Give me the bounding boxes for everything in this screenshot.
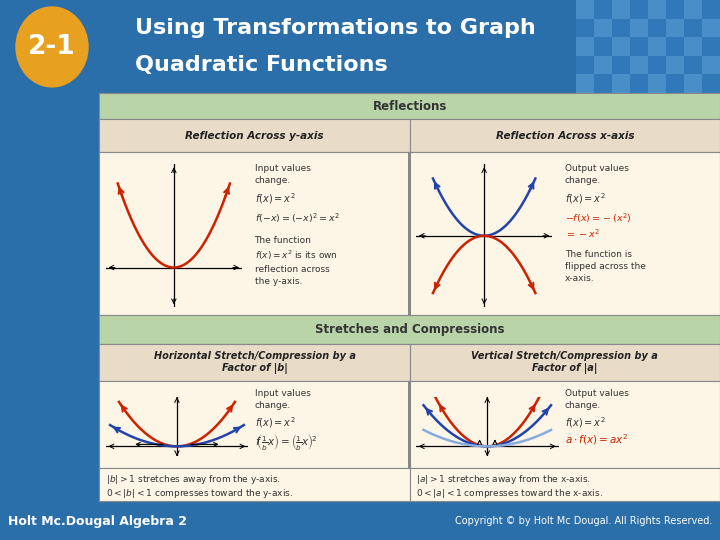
Bar: [702, 18, 720, 37]
Text: Holt Mc.Dougal Algebra 2: Holt Mc.Dougal Algebra 2: [8, 515, 187, 528]
Text: Using Transformations to Graph: Using Transformations to Graph: [135, 18, 536, 38]
Bar: [576, 0, 594, 18]
Bar: [630, 18, 648, 37]
Bar: [702, 0, 720, 18]
Text: $0 < |a| < 1$ compresses toward the x-axis.: $0 < |a| < 1$ compresses toward the x-ax…: [416, 487, 603, 500]
Text: $f\!\left(\frac{1}{b}x\right) = \left(\frac{1}{b}x\right)^{\!2}$: $f\!\left(\frac{1}{b}x\right) = \left(\f…: [255, 431, 317, 452]
Bar: [684, 0, 702, 18]
Bar: [666, 75, 684, 93]
Bar: [666, 0, 684, 18]
Text: Quadratic Functions: Quadratic Functions: [135, 55, 388, 75]
Bar: [648, 37, 666, 56]
Bar: [594, 75, 612, 93]
Text: $-f(x) = -(x^2)$: $-f(x) = -(x^2)$: [565, 211, 631, 225]
Text: $= -x^2$: $= -x^2$: [565, 227, 600, 240]
Bar: [576, 18, 594, 37]
Text: The function
$f(x) = x^2$ is its own
reflection across
the y-axis.: The function $f(x) = x^2$ is its own ref…: [255, 236, 338, 286]
Bar: [612, 56, 630, 75]
Bar: [99, 315, 720, 344]
Bar: [410, 344, 720, 381]
Bar: [408, 152, 411, 315]
Bar: [612, 0, 630, 18]
Bar: [99, 469, 410, 501]
Text: $0 < |b| < 1$ compresses toward the y-axis.: $0 < |b| < 1$ compresses toward the y-ax…: [106, 487, 292, 500]
Bar: [684, 18, 702, 37]
Text: $a \cdot f(x) = ax^2$: $a \cdot f(x) = ax^2$: [565, 431, 628, 447]
Text: Reflection Across x-axis: Reflection Across x-axis: [495, 131, 634, 141]
Bar: [408, 381, 411, 469]
Text: Input values
change.: Input values change.: [255, 389, 310, 410]
Bar: [702, 37, 720, 56]
Bar: [576, 56, 594, 75]
Bar: [99, 152, 410, 315]
Bar: [630, 0, 648, 18]
Ellipse shape: [16, 7, 88, 87]
Text: Reflection Across y-axis: Reflection Across y-axis: [185, 131, 324, 141]
Bar: [594, 56, 612, 75]
Bar: [410, 119, 720, 152]
Bar: [594, 0, 612, 18]
Text: $f(x) = x^2$: $f(x) = x^2$: [255, 191, 295, 206]
Bar: [99, 93, 720, 119]
Bar: [666, 18, 684, 37]
Bar: [630, 56, 648, 75]
Bar: [594, 37, 612, 56]
Text: Input values
change.: Input values change.: [255, 164, 310, 185]
Bar: [410, 469, 720, 501]
Bar: [684, 56, 702, 75]
Bar: [576, 37, 594, 56]
Bar: [99, 119, 410, 152]
Text: Reflections: Reflections: [372, 100, 447, 113]
Text: Horizontal Stretch/Compression by a
Factor of |b|: Horizontal Stretch/Compression by a Fact…: [153, 351, 356, 374]
Bar: [666, 56, 684, 75]
Text: 2-1: 2-1: [28, 34, 76, 60]
Text: Copyright © by Holt Mc Dougal. All Rights Reserved.: Copyright © by Holt Mc Dougal. All Right…: [454, 516, 712, 526]
Bar: [410, 152, 720, 315]
Bar: [99, 344, 410, 381]
Text: $f(x) = x^2$: $f(x) = x^2$: [565, 191, 606, 206]
Bar: [630, 75, 648, 93]
Bar: [612, 75, 630, 93]
Bar: [666, 37, 684, 56]
Bar: [648, 0, 666, 18]
Bar: [684, 37, 702, 56]
Bar: [630, 37, 648, 56]
Text: $f(x) = x^2$: $f(x) = x^2$: [565, 415, 606, 430]
Bar: [648, 18, 666, 37]
Text: $f(-x) = (-x)^2 = x^2$: $f(-x) = (-x)^2 = x^2$: [255, 211, 339, 225]
Bar: [594, 18, 612, 37]
Text: Stretches and Compressions: Stretches and Compressions: [315, 323, 505, 336]
Bar: [648, 56, 666, 75]
Bar: [702, 56, 720, 75]
Bar: [612, 18, 630, 37]
Bar: [684, 75, 702, 93]
Bar: [99, 381, 410, 469]
Bar: [576, 75, 594, 93]
Text: $f(x) = x^2$: $f(x) = x^2$: [255, 415, 295, 430]
Text: The function is
flipped across the
x-axis.: The function is flipped across the x-axi…: [565, 250, 646, 282]
Text: Output values
change.: Output values change.: [565, 164, 629, 185]
Bar: [702, 75, 720, 93]
Text: Output values
change.: Output values change.: [565, 389, 629, 410]
Text: Vertical Stretch/Compression by a
Factor of |a|: Vertical Stretch/Compression by a Factor…: [472, 351, 658, 374]
Bar: [410, 381, 720, 469]
Text: $|a| > 1$ stretches away from the x-axis.: $|a| > 1$ stretches away from the x-axis…: [416, 472, 590, 485]
Text: $|b| > 1$ stretches away from the y-axis.: $|b| > 1$ stretches away from the y-axis…: [106, 472, 280, 485]
Bar: [648, 75, 666, 93]
Bar: [612, 37, 630, 56]
